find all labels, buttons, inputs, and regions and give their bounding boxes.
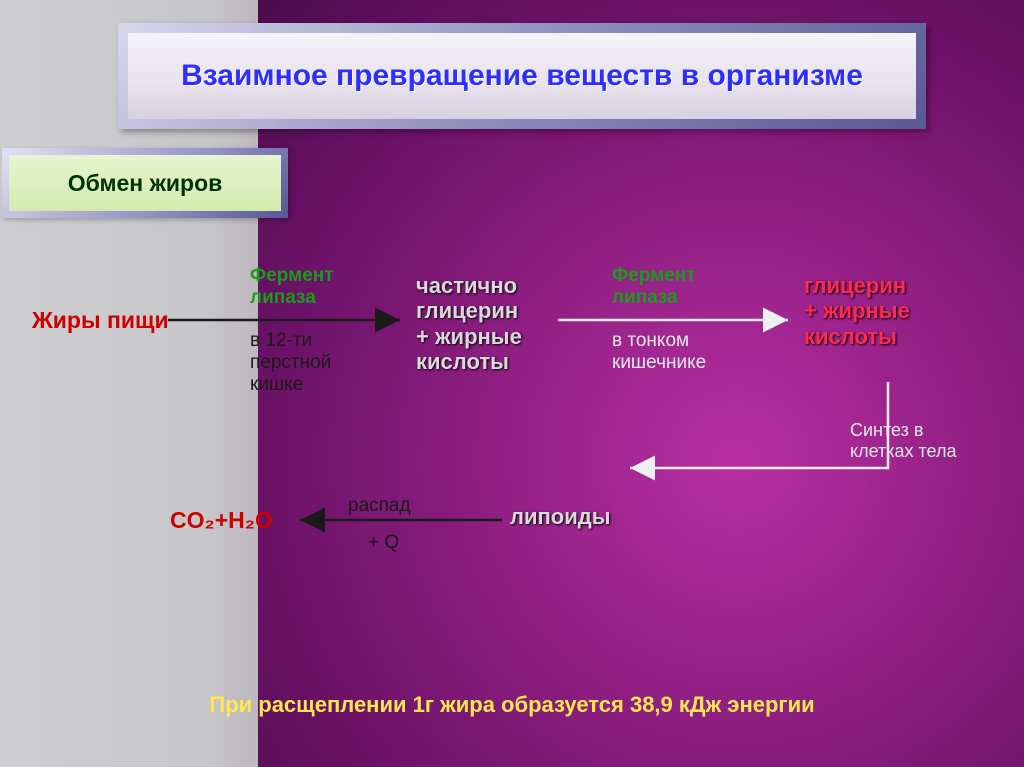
footer: При расщеплении 1г жира образуется 38,9 … (0, 692, 1024, 718)
footer-text: При расщеплении 1г жира образуется 38,9 … (209, 692, 814, 717)
title-frame: Взаимное превращение веществ в организме (118, 23, 926, 129)
node-partial-glycerin: частично глицерин + жирные кислоты (416, 273, 522, 374)
label-enzyme1-top: Фермент липаза (250, 265, 334, 309)
title-text: Взаимное превращение веществ в организме (181, 59, 863, 93)
node-food-fats: Жиры пищи (32, 307, 169, 333)
label-enzyme2-bot: в тонком кишечнике (612, 330, 706, 374)
node-lipoids: липоиды (510, 504, 611, 529)
label-decay-top: распад (348, 495, 411, 517)
node-glycerin-fatty-acids: глицерин + жирные кислоты (804, 273, 910, 349)
label-enzyme1-bot: в 12-ти перстной кишке (250, 330, 331, 396)
subtitle-text: Обмен жиров (68, 170, 223, 197)
node-co2-h2o: CO₂+H₂O (170, 507, 273, 533)
subtitle-frame: Обмен жиров (2, 148, 288, 218)
label-enzyme2-top: Фермент липаза (612, 265, 696, 309)
label-synthesis: Синтез в клетках тела (850, 420, 957, 461)
label-decay-bot: + Q (368, 532, 399, 554)
